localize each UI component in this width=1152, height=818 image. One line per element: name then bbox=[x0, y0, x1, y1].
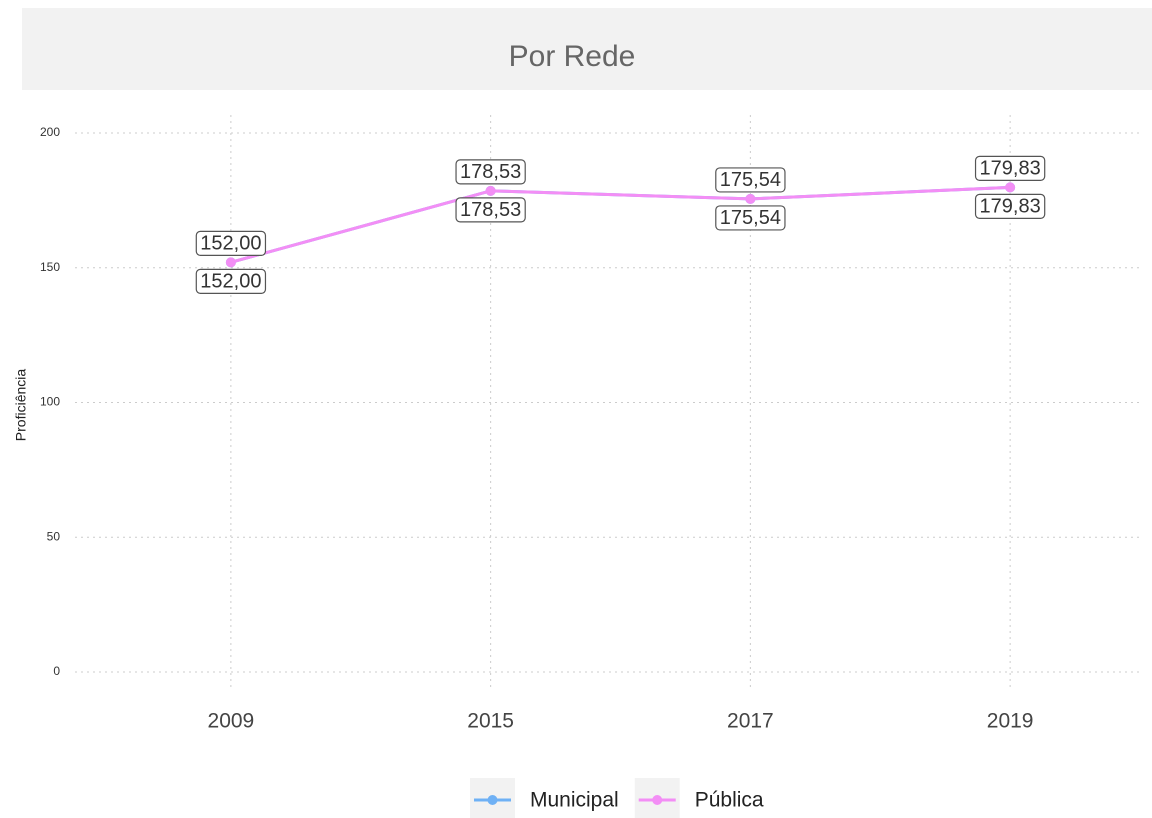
value-label-box bbox=[455, 197, 526, 223]
legend-key-dot bbox=[487, 795, 498, 805]
y-tick-label: 0 bbox=[53, 664, 60, 678]
legend-label: Pública bbox=[695, 789, 764, 812]
chart-title: Por Rede bbox=[509, 40, 636, 73]
value-label-box bbox=[455, 159, 526, 185]
value-label-box bbox=[974, 193, 1046, 219]
value-label: 179,83 bbox=[980, 196, 1041, 218]
y-tick-label: 150 bbox=[40, 260, 60, 274]
value-label: 178,53 bbox=[460, 199, 521, 221]
title-banner bbox=[22, 8, 1152, 90]
value-label-box bbox=[195, 230, 267, 256]
value-label: 175,54 bbox=[720, 169, 781, 191]
value-label: 178,53 bbox=[460, 161, 521, 183]
point bbox=[1005, 182, 1016, 193]
point bbox=[485, 185, 496, 196]
value-label: 175,54 bbox=[720, 207, 781, 229]
x-tick-label: 2017 bbox=[727, 710, 774, 733]
series-line bbox=[230, 185, 1011, 264]
value-label-box bbox=[715, 167, 786, 193]
y-axis-label: Proficiência bbox=[13, 369, 29, 442]
legend-label: Municipal bbox=[530, 789, 619, 812]
value-label: 152,00 bbox=[200, 271, 261, 293]
value-label-box bbox=[974, 155, 1046, 181]
value-label-box bbox=[715, 205, 786, 231]
value-label: 152,00 bbox=[200, 233, 261, 255]
y-tick-label: 100 bbox=[40, 395, 60, 409]
x-tick-label: 2019 bbox=[987, 710, 1034, 733]
series-line bbox=[230, 185, 1011, 264]
point bbox=[745, 193, 756, 204]
point bbox=[225, 257, 236, 268]
y-tick-label: 50 bbox=[47, 529, 61, 543]
value-label-box bbox=[195, 268, 267, 294]
value-label: 179,83 bbox=[980, 158, 1041, 180]
x-tick-label: 2009 bbox=[208, 710, 255, 733]
legend-key-dot bbox=[652, 795, 663, 805]
x-tick-label: 2015 bbox=[467, 710, 514, 733]
y-tick-label: 200 bbox=[40, 125, 60, 139]
